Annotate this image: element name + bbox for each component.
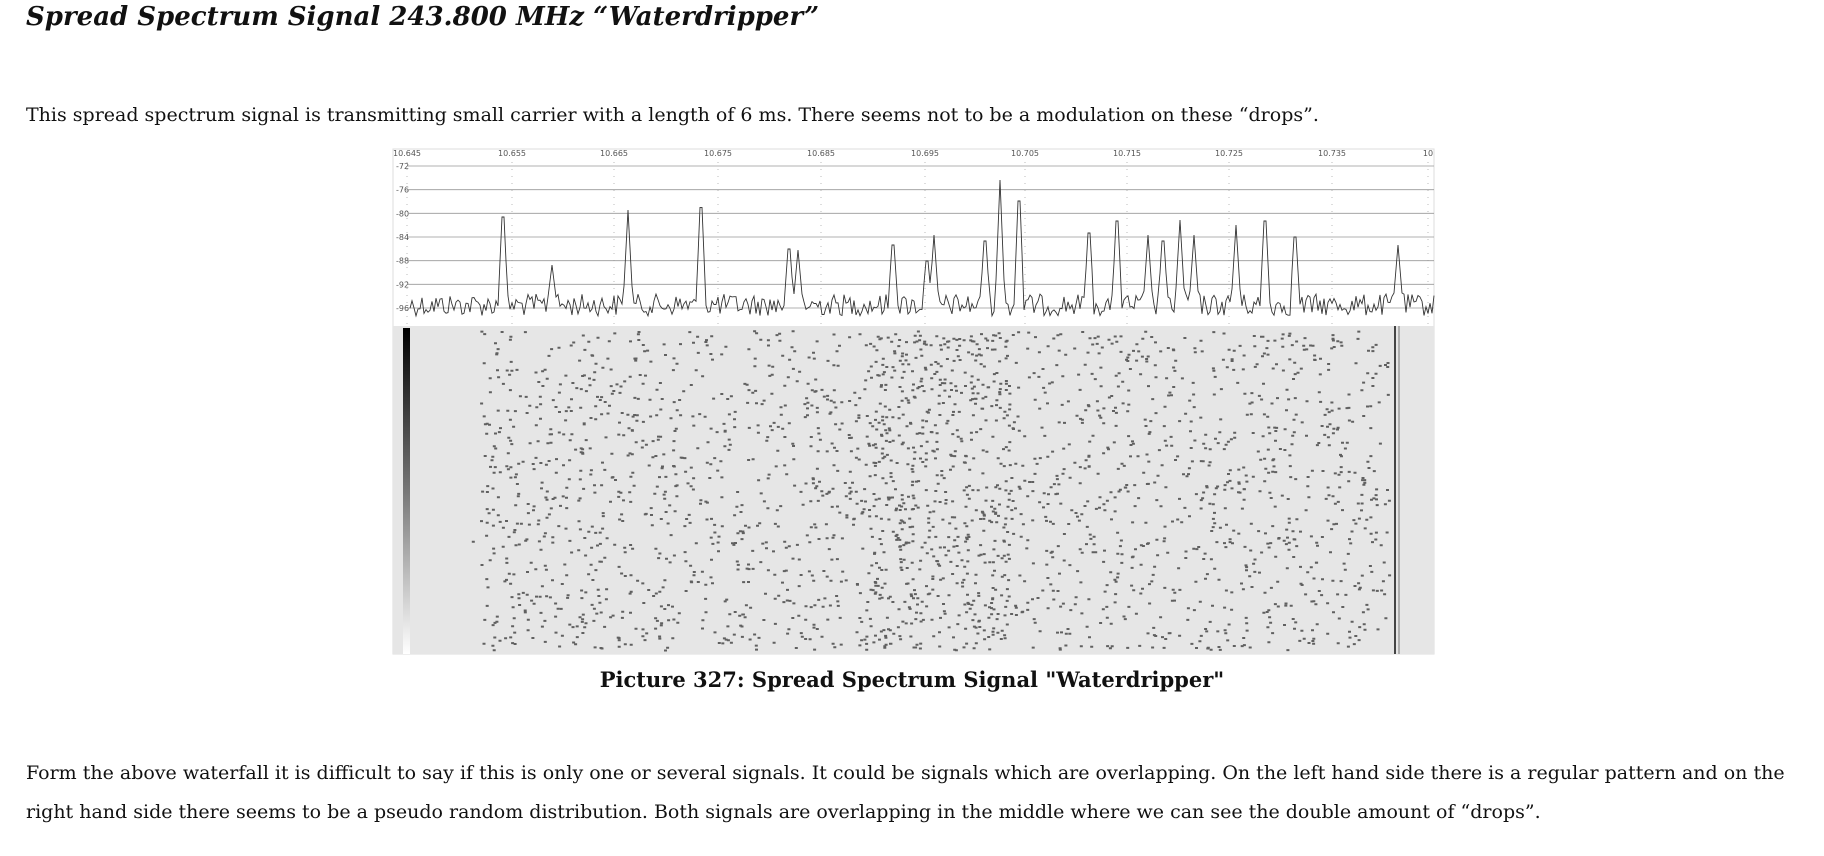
x-label: 10.675 xyxy=(704,149,732,158)
y-label: -84 xyxy=(396,233,409,242)
x-label: 10.685 xyxy=(807,149,835,158)
figure: 10.645 10.655 10.665 10.675 10.685 10.695 10.7… xyxy=(392,148,1435,655)
paragraph: Form the above waterfall it is difficult… xyxy=(26,762,1785,823)
y-label: -88 xyxy=(396,257,409,266)
x-label: 10.705 xyxy=(1011,149,1039,158)
waterfall xyxy=(393,326,1434,654)
level-bar xyxy=(403,328,410,654)
x-label: 10.645 xyxy=(393,149,421,158)
caption: Picture 327: Spread Spectrum Signal "Wat… xyxy=(599,667,1225,692)
y-label: -96 xyxy=(396,304,409,313)
y-label: -80 xyxy=(396,209,409,218)
x-label: 10.695 xyxy=(911,149,939,158)
y-label: -92 xyxy=(396,280,409,289)
x-label: 10.715 xyxy=(1113,149,1141,158)
waterfall-drops xyxy=(471,330,1392,652)
x-label: 10 xyxy=(1423,149,1433,158)
x-label: 10.665 xyxy=(600,149,628,158)
x-label: 10.725 xyxy=(1215,149,1243,158)
y-label: -76 xyxy=(396,186,409,195)
title: Spread Spectrum Signal 243.800 MHz “Wate… xyxy=(26,2,820,32)
spectrum-trace xyxy=(409,179,1435,318)
x-label: 10.735 xyxy=(1318,149,1346,158)
paragraph: This spread spectrum signal is transmitt… xyxy=(26,104,1319,126)
y-label: -72 xyxy=(396,162,409,171)
x-label: 10.655 xyxy=(498,149,526,158)
